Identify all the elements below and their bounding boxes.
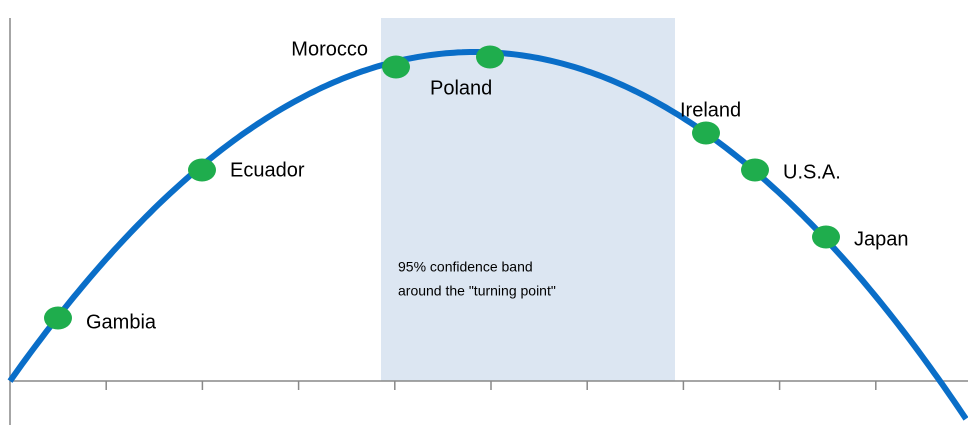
country-label: Japan [854,228,909,250]
country-label: Ireland [680,99,741,121]
annotation: 95% confidence band [398,259,533,275]
country-dot [44,306,72,330]
country-dot [476,45,504,69]
country-label: Ecuador [230,159,305,181]
country-label: Morocco [291,38,368,60]
country-dot [188,158,216,182]
ticks [105,381,877,390]
country-label: Poland [430,77,492,99]
country-dot [741,158,769,182]
country-dot [812,225,840,249]
confidence-band [381,18,675,381]
annotation: around the "turning point" [398,283,556,299]
country-label: Gambia [86,311,157,333]
country-dot [382,55,410,79]
dots: Gambia Ecuador Morocco Poland Ireland U.S.A. J… [44,38,909,333]
country-dot [692,121,720,145]
country-label: U.S.A. [783,161,841,183]
